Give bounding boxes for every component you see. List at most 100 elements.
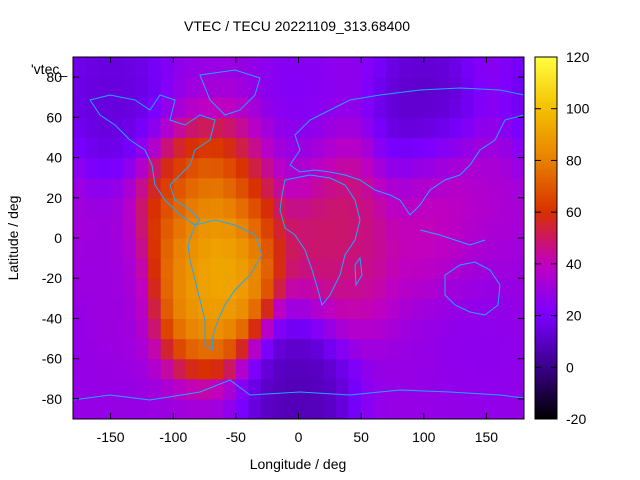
heatmap-cell xyxy=(235,137,249,159)
coastline-africa xyxy=(279,174,361,307)
heatmap-cell xyxy=(148,77,162,98)
heatmap-cell xyxy=(311,177,325,199)
heatmap-cell xyxy=(361,398,375,419)
heatmap-cell xyxy=(373,278,387,299)
heatmap-cell xyxy=(148,217,162,239)
heatmap-cell xyxy=(185,77,199,98)
heatmap-cell xyxy=(473,57,488,78)
heatmap-cell xyxy=(361,197,375,219)
y-tick-label: 40 xyxy=(46,150,62,166)
y-tick-label: -60 xyxy=(42,351,62,367)
y-tick-label: 80 xyxy=(46,69,62,85)
heatmap-cell xyxy=(260,278,275,299)
heatmap-cell xyxy=(386,57,400,78)
heatmap-cell xyxy=(135,398,149,419)
heatmap-cell xyxy=(185,197,199,219)
heatmap-cell xyxy=(85,177,99,199)
heatmap-cell xyxy=(148,177,162,199)
heatmap-cell xyxy=(148,318,162,340)
heatmap-cell xyxy=(198,137,212,159)
heatmap-cell xyxy=(173,238,187,259)
heatmap-cell xyxy=(423,238,437,259)
heatmap-cell xyxy=(123,398,137,419)
x-axis-label: Longitude / deg xyxy=(250,456,347,472)
heatmap-cell xyxy=(123,258,137,279)
heatmap-cell xyxy=(373,358,387,380)
heatmap-cell xyxy=(486,137,500,159)
heatmap-cell xyxy=(85,157,99,179)
x-tick-label: 150 xyxy=(475,429,499,445)
heatmap-cell xyxy=(223,217,237,239)
heatmap-cell xyxy=(486,378,500,400)
heatmap-cell xyxy=(373,157,387,179)
heatmap-cell xyxy=(85,197,99,219)
heatmap-cell xyxy=(273,318,287,340)
heatmap-cell xyxy=(210,318,224,340)
heatmap-cell xyxy=(73,298,87,320)
heatmap-cell xyxy=(436,57,450,78)
heatmap-cell xyxy=(423,137,437,159)
heatmap-cell xyxy=(436,278,450,299)
heatmap-cell xyxy=(148,278,162,299)
heatmap-cell xyxy=(110,358,124,380)
heatmap-cell xyxy=(123,137,137,159)
heatmap-cell xyxy=(498,177,513,199)
heatmap-cell xyxy=(386,197,400,219)
heatmap-cell xyxy=(486,197,500,219)
coastline-greenland xyxy=(199,69,261,116)
heatmap-cell xyxy=(473,197,488,219)
heatmap-cell xyxy=(110,398,124,419)
heatmap-cell xyxy=(448,298,462,320)
heatmap-cell xyxy=(498,57,513,78)
heatmap-cell xyxy=(235,278,249,299)
heatmap-cell xyxy=(361,258,375,279)
heatmap-cell xyxy=(160,197,174,219)
heatmap-cell xyxy=(498,117,513,139)
heatmap-cell xyxy=(436,157,450,179)
heatmap-cell xyxy=(185,177,199,199)
heatmap-cell xyxy=(398,217,412,239)
heatmap-cell xyxy=(98,97,112,118)
heatmap-cell xyxy=(135,358,149,380)
heatmap-cell xyxy=(110,338,124,360)
heatmap-cell xyxy=(461,338,475,360)
heatmap-cell xyxy=(336,278,350,299)
heatmap-cell xyxy=(361,157,375,179)
heatmap-cell xyxy=(73,338,87,360)
heatmap-cell xyxy=(273,97,287,118)
heatmap-cell xyxy=(423,97,437,118)
heatmap-cell xyxy=(348,57,362,78)
heatmap-cell xyxy=(85,77,99,98)
heatmap-cell xyxy=(386,298,400,320)
colorbar-ticks: -20 0 20 40 60 80 100 120 xyxy=(535,49,590,427)
coastline-eurasia xyxy=(289,87,524,216)
heatmap-cell xyxy=(223,157,237,179)
heatmap-cell xyxy=(260,137,275,159)
heatmap-cell xyxy=(298,217,312,239)
heatmap-cell xyxy=(148,238,162,259)
heatmap-cell xyxy=(323,197,337,219)
x-tick-label: -50 xyxy=(226,429,246,445)
colorbar-tick-label: 40 xyxy=(566,256,582,272)
heatmap-cell xyxy=(73,157,87,179)
heatmap-cell xyxy=(448,137,462,159)
heatmap-cell xyxy=(386,318,400,340)
heatmap-cell xyxy=(273,278,287,299)
heatmap-cell xyxy=(173,278,187,299)
heatmap-cell xyxy=(436,97,450,118)
heatmap-cell xyxy=(260,97,275,118)
heatmap-cell xyxy=(386,258,400,279)
heatmap-cell xyxy=(298,97,312,118)
heatmap-cell xyxy=(373,318,387,340)
heatmap-cell xyxy=(336,238,350,259)
heatmap-cell xyxy=(448,318,462,340)
heatmap-cell xyxy=(260,238,275,259)
heatmap-cell xyxy=(185,298,199,320)
heatmap-cell xyxy=(361,97,375,118)
y-tick-label: 0 xyxy=(54,230,62,246)
heatmap-cell xyxy=(361,137,375,159)
heatmap-cell xyxy=(210,258,224,279)
heatmap-cell xyxy=(348,278,362,299)
heatmap-cell xyxy=(423,358,437,380)
heatmap-cell xyxy=(473,77,488,98)
